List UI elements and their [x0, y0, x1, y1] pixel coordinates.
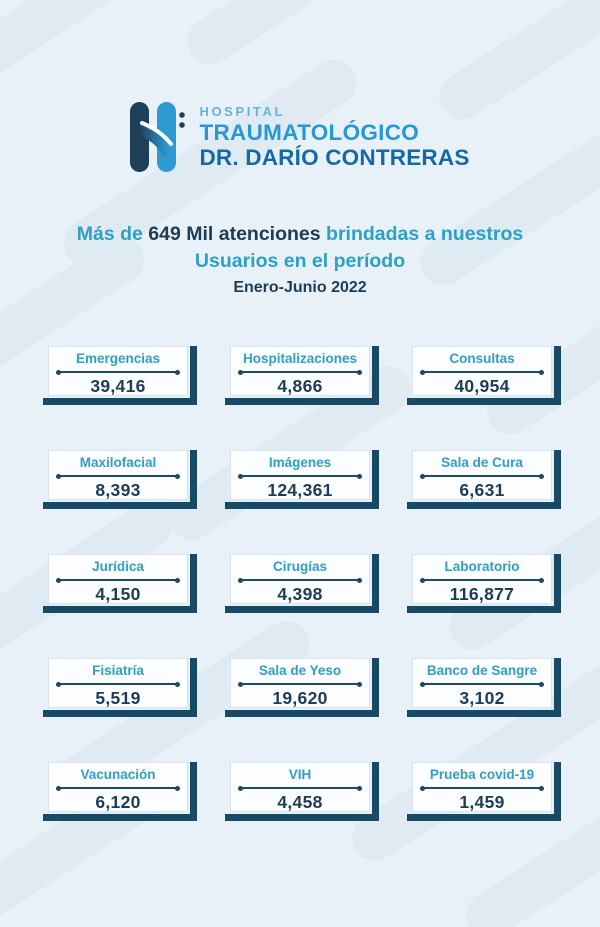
stat-card-hospitalizaciones: Hospitalizaciones 4,866 [225, 346, 379, 405]
stat-card-juridica: Jurídica 4,150 [43, 554, 197, 613]
headline-part1: Más de [76, 223, 149, 245]
headline-part2: 649 Mil atenciones [148, 223, 321, 245]
stat-card-divider [56, 785, 180, 791]
stat-card-sala-de-cura: Sala de Cura 6,631 [407, 450, 561, 509]
stat-card-divider [420, 785, 544, 791]
stat-card-divider [238, 785, 362, 791]
stat-card-label: Banco de Sangre [426, 663, 538, 678]
stat-card-value: 39,416 [90, 376, 146, 396]
stat-card-fisiatria: Fisiatría 5,519 [43, 658, 197, 717]
stat-card-value: 3,102 [459, 688, 505, 708]
stat-card-value: 4,150 [95, 584, 141, 604]
stat-card-prueba-covid-19: Prueba covid-19 1,459 [407, 762, 561, 821]
stat-card-value: 4,398 [277, 584, 323, 604]
stat-card-divider [238, 473, 362, 479]
stat-card-value: 124,361 [267, 480, 333, 500]
stats-grid: Emergencias 39,416 Hospitalizaciones 4,8… [43, 346, 561, 821]
stat-card-value: 1,459 [459, 792, 505, 812]
stat-card-value: 40,954 [454, 376, 510, 396]
stat-card-imagenes: Imágenes 124,361 [225, 450, 379, 509]
stat-card-label: Maxilofacial [79, 455, 157, 470]
stat-card-banco-de-sangre: Banco de Sangre 3,102 [407, 658, 561, 717]
stat-card-vih: VIH 4,458 [225, 762, 379, 821]
stat-card-consultas: Consultas 40,954 [407, 346, 561, 405]
stat-card-label: Consultas [449, 351, 515, 366]
stat-card-label: VIH [288, 767, 312, 782]
stat-card-divider [420, 473, 544, 479]
stat-card-divider [56, 577, 180, 583]
headline-part3: brindadas a nuestros [320, 223, 524, 245]
stat-card-value: 5,519 [95, 688, 141, 708]
stat-card-label: Cirugías [272, 559, 327, 574]
headline-line1: Más de 649 Mil atenciones brindadas a nu… [0, 221, 600, 248]
hospital-logo-icon [130, 102, 186, 172]
stat-card-value: 19,620 [272, 688, 328, 708]
headline-line2: Usuarios en el período [194, 250, 406, 272]
stat-card-value: 116,877 [449, 584, 515, 604]
stat-card-value: 4,458 [277, 792, 323, 812]
stat-card-value: 8,393 [95, 480, 141, 500]
stat-card-divider [56, 369, 180, 375]
hospital-logo-text: HOSPITAL TRAUMATOLÓGICO DR. DARÍO CONTRE… [199, 104, 469, 170]
stat-card-label: Laboratorio [444, 559, 520, 574]
stat-card-label: Sala de Cura [441, 455, 523, 470]
hospital-logo: HOSPITAL TRAUMATOLÓGICO DR. DARÍO CONTRE… [0, 0, 600, 172]
stat-card-divider [56, 473, 180, 479]
stat-card-label: Emergencias [75, 351, 161, 366]
stat-card-divider [56, 681, 180, 687]
stat-card-laboratorio: Laboratorio 116,877 [407, 554, 561, 613]
stat-card-maxilofacial: Maxilofacial 8,393 [43, 450, 197, 509]
stat-card-vacunacion: Vacunación 6,120 [43, 762, 197, 821]
stat-card-label: Sala de Yeso [258, 663, 342, 678]
stat-card-cirugias: Cirugías 4,398 [225, 554, 379, 613]
stat-card-divider [238, 577, 362, 583]
stat-card-label: Fisiatría [92, 663, 144, 678]
stat-card-value: 4,866 [277, 376, 323, 396]
stat-card-emergencias: Emergencias 39,416 [43, 346, 197, 405]
stat-card-divider [420, 369, 544, 375]
stat-card-sala-de-yeso: Sala de Yeso 19,620 [225, 658, 379, 717]
stat-card-label: Hospitalizaciones [242, 351, 358, 366]
logo-text-hospital: HOSPITAL [199, 104, 286, 119]
stat-card-divider [420, 681, 544, 687]
stat-card-label: Vacunación [80, 767, 156, 782]
logo-text-dr-dario-contreras: DR. DARÍO CONTRERAS [199, 145, 470, 170]
stat-card-divider [420, 577, 544, 583]
stat-card-label: Jurídica [92, 559, 144, 574]
logo-text-traumatologico: TRAUMATOLÓGICO [199, 120, 420, 145]
stat-card-label: Imágenes [268, 455, 332, 470]
stat-card-divider [238, 681, 362, 687]
stat-card-label: Prueba covid-19 [429, 767, 535, 782]
stat-card-value: 6,120 [95, 792, 141, 812]
headline: Más de 649 Mil atenciones brindadas a nu… [0, 221, 600, 299]
stat-card-divider [238, 369, 362, 375]
stat-card-value: 6,631 [459, 480, 505, 500]
headline-period: Enero-Junio 2022 [233, 279, 367, 296]
